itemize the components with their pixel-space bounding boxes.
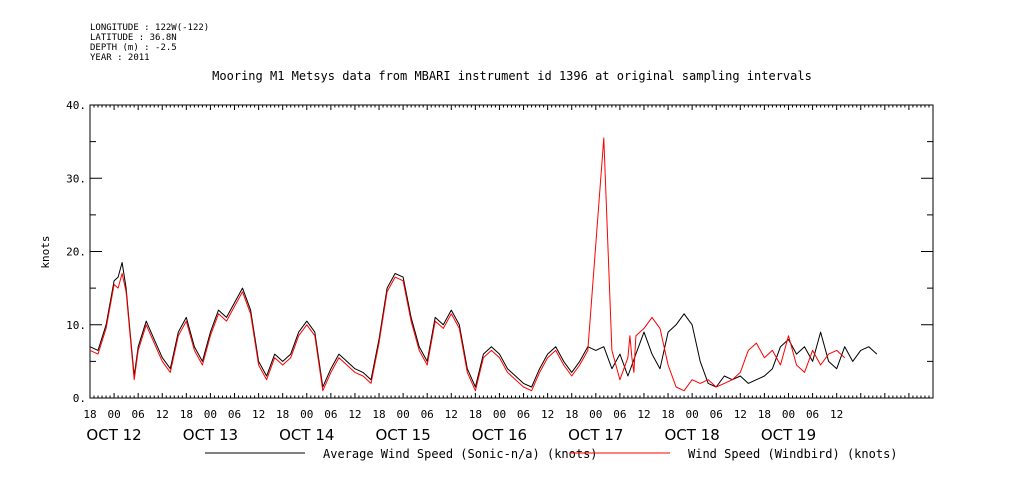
longitude-text: LONGITUDE : 122W(-122) — [90, 23, 209, 33]
x-tick-label: 06 — [324, 408, 337, 421]
day-label: OCT 15 — [375, 426, 430, 444]
x-tick-label: 12 — [445, 408, 458, 421]
y-tick-label: 20. — [66, 246, 86, 259]
x-tick-label: 18 — [276, 408, 289, 421]
x-tick-label: 12 — [156, 408, 169, 421]
x-tick-label: 12 — [348, 408, 361, 421]
latitude-text: LATITUDE : 36.8N — [90, 33, 177, 43]
series-line-1 — [89, 137, 846, 392]
x-tick-label: 06 — [517, 408, 530, 421]
x-tick-label: 00 — [782, 408, 795, 421]
axis-ticks — [90, 105, 933, 398]
x-tick-label: 18 — [565, 408, 578, 421]
x-tick-label: 00 — [589, 408, 602, 421]
x-tick-label: 00 — [396, 408, 409, 421]
day-label: OCT 17 — [568, 426, 623, 444]
y-tick-label: 10. — [66, 319, 86, 332]
day-label: OCT 16 — [472, 426, 527, 444]
x-tick-label: 06 — [806, 408, 819, 421]
y-tick-label: 30. — [66, 172, 86, 185]
x-tick-label: 18 — [758, 408, 771, 421]
x-tick-label: 12 — [734, 408, 747, 421]
series-lines — [89, 137, 878, 392]
day-label: OCT 19 — [761, 426, 816, 444]
x-tick-label: 06 — [613, 408, 626, 421]
legend-label-average: Average Wind Speed (Sonic-n/a) (knots) — [323, 447, 598, 461]
x-tick-label: 00 — [493, 408, 506, 421]
y-axis-label: knots — [39, 235, 52, 268]
x-tick-label: 06 — [421, 408, 434, 421]
y-tick-label: 40. — [66, 99, 86, 112]
x-tick-label: 18 — [661, 408, 674, 421]
day-label: OCT 12 — [86, 426, 141, 444]
x-tick-label: 18 — [83, 408, 96, 421]
x-tick-label: 12 — [830, 408, 843, 421]
day-label: OCT 14 — [279, 426, 334, 444]
series-line-0 — [89, 262, 878, 388]
chart-title: Mooring M1 Metsys data from MBARI instru… — [212, 69, 812, 83]
x-tick-label: 18 — [180, 408, 193, 421]
x-tick-label: 12 — [541, 408, 554, 421]
day-labels: OCT 12 OCT 13 OCT 14 OCT 15 OCT 16 OCT 17 OCT … — [86, 426, 816, 444]
x-tick-label: 18 — [372, 408, 385, 421]
depth-text: DEPTH (m) : -2.5 — [90, 43, 177, 53]
y-tick-labels: 0. 10. 20. 30. 40. — [66, 99, 86, 405]
legend-label-windbird: Wind Speed (Windbird) (knots) — [688, 447, 898, 461]
x-tick-label: 06 — [228, 408, 241, 421]
day-label: OCT 18 — [664, 426, 719, 444]
plot-frame — [89, 104, 934, 399]
x-tick-label: 06 — [132, 408, 145, 421]
x-tick-label: 06 — [710, 408, 723, 421]
year-text: YEAR : 2011 — [90, 53, 150, 63]
y-tick-label: 0. — [73, 392, 86, 405]
x-tick-labels: 18 00 06 12 18 00 06 12 18 00 06 12 18 00 06 12 18 00 06 12… — [83, 408, 843, 421]
x-tick-label: 00 — [686, 408, 699, 421]
x-tick-label: 18 — [469, 408, 482, 421]
x-tick-label: 00 — [300, 408, 313, 421]
x-tick-label: 00 — [204, 408, 217, 421]
day-label: OCT 13 — [183, 426, 238, 444]
x-tick-label: 00 — [107, 408, 120, 421]
x-tick-label: 12 — [252, 408, 265, 421]
x-tick-label: 12 — [637, 408, 650, 421]
